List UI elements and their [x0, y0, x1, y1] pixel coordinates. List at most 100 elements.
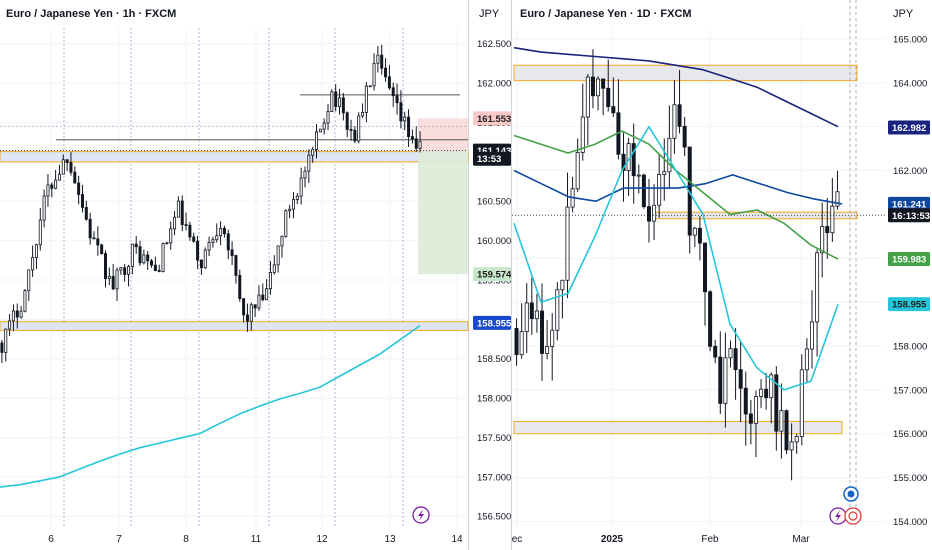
hourly-candle	[326, 111, 330, 124]
hourly-candle	[211, 239, 215, 243]
daily-candle	[540, 310, 545, 354]
price-label-text: 161.241	[892, 199, 927, 210]
price-label-text: 159.983	[892, 255, 926, 266]
hourly-candle	[207, 242, 211, 251]
hourly-candle	[46, 184, 50, 197]
price-tick-label: 156.500	[477, 512, 511, 523]
hourly-candle	[146, 254, 150, 262]
daily-candle	[779, 410, 784, 432]
daily-ma-line	[513, 130, 839, 260]
price-label-box	[473, 111, 511, 126]
hourly-candle	[50, 184, 54, 189]
daily-candle	[759, 388, 764, 397]
daily-candle	[799, 369, 804, 437]
hourly-candle	[395, 95, 399, 104]
hourly-candle	[314, 131, 318, 150]
hourly-panel: 162.500162.000161.500161.000160.500160.0…	[0, 8, 512, 545]
hourly-candle	[188, 224, 192, 238]
price-label-text: 162.982	[892, 123, 926, 134]
hourly-candles	[0, 44, 422, 364]
dividend-icon[interactable]	[844, 507, 862, 525]
hourly-candle	[184, 224, 188, 226]
time-tick-label: 12	[316, 534, 328, 545]
hourly-candle	[38, 219, 42, 246]
price-tick-label: 158.500	[477, 354, 511, 365]
hourly-candle	[169, 228, 173, 244]
price-label-box	[473, 151, 511, 166]
daily-candle	[784, 410, 789, 451]
daily-candle	[703, 242, 708, 293]
daily-candle	[825, 226, 830, 234]
hourly-candle	[353, 129, 357, 142]
hourly-candle	[54, 179, 58, 189]
hourly-candle	[238, 274, 242, 300]
daily-candle	[748, 413, 753, 424]
daily-candle	[815, 252, 820, 323]
hourly-candle	[138, 246, 142, 264]
hourly-candle	[303, 170, 307, 179]
hourly-candle	[42, 195, 46, 221]
daily-candle	[743, 387, 748, 415]
hourly-candle	[203, 249, 207, 269]
daily-candle	[550, 329, 555, 347]
hourly-candle	[280, 235, 284, 247]
time-tick-label: 11	[251, 534, 262, 545]
hourly-candle	[199, 259, 203, 269]
daily-candle	[555, 289, 560, 331]
daily-time-axis: ec 2025 Feb Mar	[512, 534, 811, 545]
time-tick-label: 7	[116, 534, 122, 545]
price-label-box	[888, 208, 930, 223]
daily-candle	[667, 137, 672, 173]
daily-candle	[713, 345, 718, 358]
hourly-candle	[157, 270, 161, 272]
hourly-candle	[291, 199, 295, 210]
daily-candle	[672, 104, 677, 139]
price-tick-label: 162.500	[477, 39, 511, 50]
hourly-candle	[173, 216, 177, 230]
hourly-candle	[334, 91, 338, 107]
hourly-candle	[364, 85, 368, 113]
hourly-candle	[414, 138, 418, 149]
zone-band	[513, 420, 843, 435]
time-tick-label: 14	[451, 534, 463, 545]
daily-price-axis: 165.000164.000163.000162.000161.000160.0…	[893, 34, 927, 527]
lightning-icon[interactable]	[412, 506, 430, 524]
hourly-chart-title: Euro / Japanese Yen · 1h · FXCM	[6, 8, 176, 20]
price-label-text: 161.143	[477, 146, 511, 157]
hourly-candle	[234, 255, 238, 276]
hourly-candle	[100, 244, 104, 255]
daily-candle	[585, 76, 590, 118]
price-label-box	[473, 267, 511, 282]
hourly-candle	[265, 288, 269, 301]
daily-candle	[820, 226, 825, 254]
hourly-candle	[215, 235, 219, 241]
hourly-candle	[372, 62, 376, 87]
daily-candle	[723, 357, 728, 404]
hourly-candle	[73, 171, 77, 184]
hourly-candle	[230, 249, 234, 256]
daily-candle	[601, 78, 606, 89]
time-tick-label: Mar	[792, 534, 810, 545]
events-icon[interactable]	[843, 486, 859, 502]
hourly-grid	[0, 28, 468, 528]
hourly-candle	[387, 76, 391, 89]
daily-candle	[697, 227, 702, 244]
daily-candle	[565, 206, 570, 281]
hourly-candle	[23, 290, 27, 312]
hourly-candle	[4, 328, 8, 353]
hourly-candle	[410, 136, 414, 140]
price-label-box	[888, 120, 930, 135]
zone-band	[513, 64, 858, 82]
hourly-candle	[84, 207, 88, 220]
hourly-candle	[165, 242, 169, 245]
hourly-candle	[403, 116, 407, 122]
price-label-text: 158.955	[477, 318, 512, 329]
price-tick-label: 155.000	[893, 473, 927, 484]
hourly-candle	[153, 264, 157, 271]
daily-candle	[606, 87, 611, 108]
daily-candle	[804, 348, 809, 371]
daily-candles	[514, 49, 840, 481]
daily-ma-line	[513, 125, 839, 391]
